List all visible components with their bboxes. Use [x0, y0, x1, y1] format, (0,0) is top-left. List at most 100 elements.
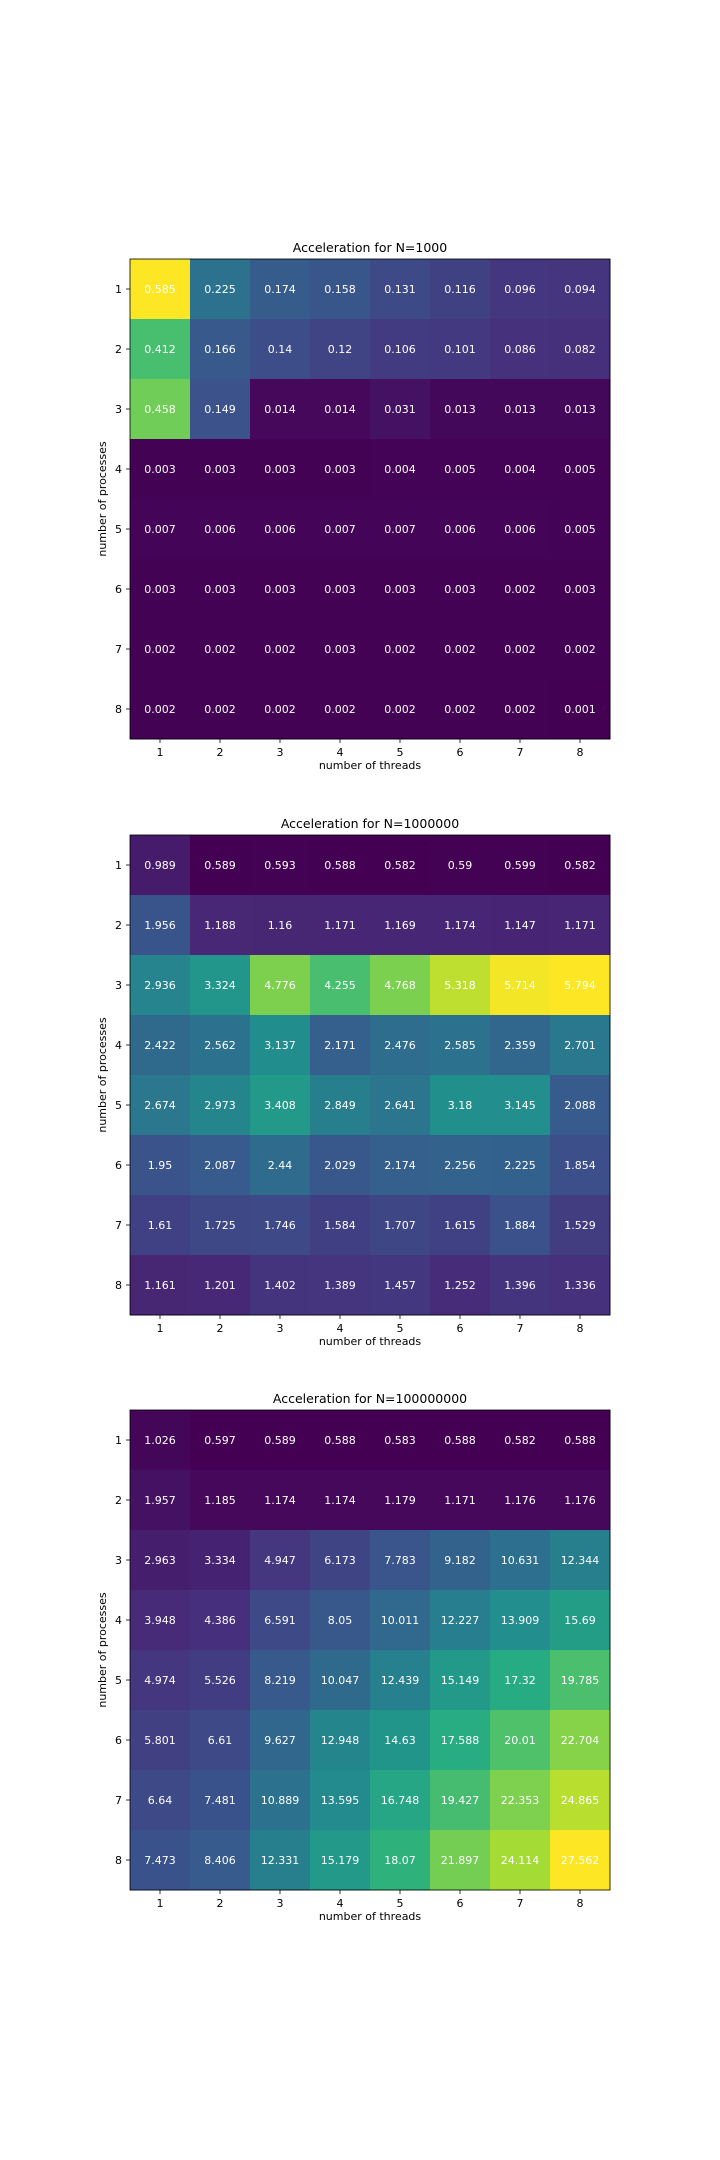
- cell-value-label: 0.096: [504, 283, 536, 296]
- heatmap-cell: [190, 1410, 251, 1471]
- cell-value-label: 0.005: [564, 523, 596, 536]
- heatmap-cell: [430, 1770, 491, 1831]
- x-tick-label: 6: [457, 1322, 464, 1335]
- heatmap-cell: [550, 1255, 611, 1316]
- cell-value-label: 1.396: [504, 1279, 536, 1292]
- cell-value-label: 0.583: [384, 1434, 416, 1447]
- heatmap-cell: [430, 679, 491, 740]
- cell-value-label: 0.007: [324, 523, 356, 536]
- cell-value-label: 19.785: [561, 1674, 600, 1687]
- cell-value-label: 0.597: [204, 1434, 236, 1447]
- cell-value-label: 18.07: [384, 1854, 416, 1867]
- cell-value-label: 0.002: [264, 643, 296, 656]
- heatmap-panel-2: 0.989 0.589 0.593 0.588 0.582 0.59 0.599 0.582 1…: [96, 816, 611, 1348]
- cell-value-label: 12.344: [561, 1554, 600, 1567]
- heatmap-cell: [130, 319, 191, 380]
- cell-value-label: 2.087: [204, 1159, 236, 1172]
- cell-value-label: 0.005: [564, 463, 596, 476]
- chart-title: Acceleration for N=1000000: [281, 816, 459, 831]
- y-tick-label: 2: [115, 1494, 122, 1507]
- heatmap-cell: [130, 1255, 191, 1316]
- heatmap-cell: [190, 1015, 251, 1076]
- heatmap-cell: [430, 1530, 491, 1591]
- cell-value-label: 0.001: [564, 703, 596, 716]
- heatmap-cell: [490, 319, 551, 380]
- x-tick-label: 2: [217, 746, 224, 759]
- heatmap-cell: [430, 835, 491, 896]
- heatmap-cell: [310, 1830, 371, 1891]
- cell-value-label: 0.166: [204, 343, 236, 356]
- heatmap-cell: [190, 1650, 251, 1711]
- x-tick-label: 6: [457, 746, 464, 759]
- cell-value-label: 2.585: [444, 1039, 476, 1052]
- y-tick-label: 3: [115, 1554, 122, 1567]
- cell-value-label: 2.641: [384, 1099, 416, 1112]
- y-tick-label: 2: [115, 343, 122, 356]
- heatmap-cell: [490, 679, 551, 740]
- cell-value-label: 0.131: [384, 283, 416, 296]
- plot-frame: [129, 1409, 611, 1891]
- cell-value-label: 3.408: [264, 1099, 296, 1112]
- heatmap-cell: [130, 499, 191, 560]
- heatmap-cell: [550, 1710, 611, 1771]
- cell-value-label: 2.701: [564, 1039, 596, 1052]
- cell-value-label: 5.801: [144, 1734, 176, 1747]
- cell-value-label: 0.585: [144, 283, 176, 296]
- heatmap-cell: [310, 1195, 371, 1256]
- cell-value-label: 1.725: [204, 1219, 236, 1232]
- cell-value-label: 6.591: [264, 1614, 296, 1627]
- heatmap-cell: [310, 379, 371, 440]
- heatmap-cell: [550, 955, 611, 1016]
- heatmap-cell: [490, 1015, 551, 1076]
- heatmap-cell: [490, 895, 551, 956]
- heatmap-cell: [550, 1530, 611, 1591]
- cell-value-label: 0.174: [264, 283, 296, 296]
- heatmap-cell: [190, 379, 251, 440]
- cell-value-label: 12.331: [261, 1854, 300, 1867]
- heatmap-cell: [370, 835, 431, 896]
- heatmap-cell: [370, 1195, 431, 1256]
- x-tick-label: 5: [397, 1322, 404, 1335]
- heatmap-cell: [370, 1015, 431, 1076]
- cell-value-label: 0.003: [324, 643, 356, 656]
- heatmap-cell: [550, 379, 611, 440]
- heatmap-cell: [130, 1650, 191, 1711]
- cell-value-label: 2.44: [268, 1159, 293, 1172]
- heatmap-cell: [250, 1710, 311, 1771]
- cell-value-label: 2.171: [324, 1039, 356, 1052]
- cell-value-label: 10.889: [261, 1794, 300, 1807]
- cell-value-label: 1.529: [564, 1219, 596, 1232]
- cell-value-label: 17.588: [441, 1734, 480, 1747]
- heatmap-cell: [250, 1470, 311, 1531]
- heatmap-cell: [250, 319, 311, 380]
- cell-value-label: 1.174: [324, 1494, 356, 1507]
- cell-value-label: 3.18: [448, 1099, 473, 1112]
- cell-value-label: 0.158: [324, 283, 356, 296]
- cell-value-label: 12.227: [441, 1614, 480, 1627]
- heatmap-cell: [310, 1650, 371, 1711]
- heatmap-cell: [550, 319, 611, 380]
- heatmap-cell: [490, 259, 551, 320]
- cell-value-label: 1.201: [204, 1279, 236, 1292]
- cell-value-label: 0.002: [204, 703, 236, 716]
- heatmap-cell: [310, 1075, 371, 1136]
- x-tick-label: 1: [157, 1897, 164, 1910]
- heatmap-cell: [250, 619, 311, 680]
- cell-value-label: 4.974: [144, 1674, 176, 1687]
- cell-value-label: 3.324: [204, 979, 236, 992]
- heatmap-cell: [130, 1830, 191, 1891]
- cell-value-label: 0.002: [144, 703, 176, 716]
- cell-value-label: 3.145: [504, 1099, 536, 1112]
- heatmap-cell: [490, 439, 551, 500]
- heatmap-cell: [490, 1770, 551, 1831]
- heatmap-cell: [550, 1135, 611, 1196]
- heatmap-cell: [310, 955, 371, 1016]
- heatmap-cell: [550, 1650, 611, 1711]
- x-tick-label: 2: [217, 1322, 224, 1335]
- cell-value-label: 2.225: [504, 1159, 536, 1172]
- heatmap-cell: [250, 1195, 311, 1256]
- cell-value-label: 0.002: [504, 643, 536, 656]
- heatmap-cell: [370, 1710, 431, 1771]
- heatmap-cell: [310, 1530, 371, 1591]
- cell-value-label: 5.714: [504, 979, 536, 992]
